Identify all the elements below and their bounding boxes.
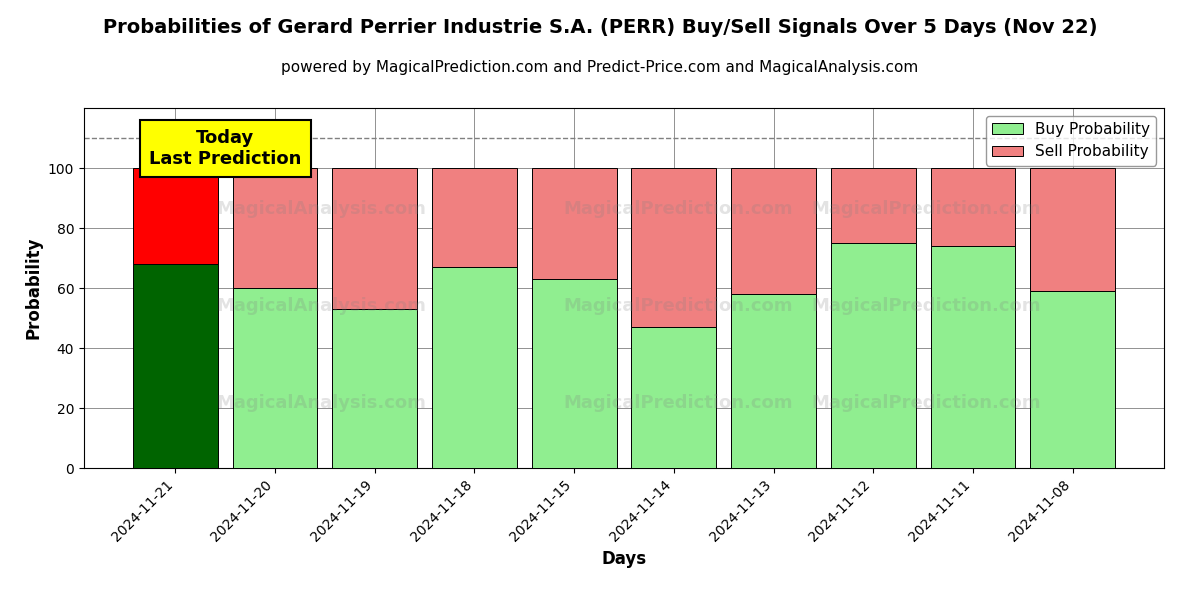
Text: MagicalAnalysis.com: MagicalAnalysis.com — [217, 200, 426, 218]
Text: MagicalPrediction.com: MagicalPrediction.com — [811, 297, 1042, 315]
Bar — [631, 327, 716, 468]
Text: MagicalPrediction.com: MagicalPrediction.com — [811, 394, 1042, 412]
Legend: Buy Probability, Sell Probability: Buy Probability, Sell Probability — [986, 116, 1157, 166]
Text: powered by MagicalPrediction.com and Predict-Price.com and MagicalAnalysis.com: powered by MagicalPrediction.com and Pre… — [281, 60, 919, 75]
Text: MagicalAnalysis.com: MagicalAnalysis.com — [217, 297, 426, 315]
Bar — [930, 168, 1015, 246]
Bar — [233, 288, 318, 468]
Bar — [930, 246, 1015, 468]
Bar — [332, 168, 418, 309]
Text: Probabilities of Gerard Perrier Industrie S.A. (PERR) Buy/Sell Signals Over 5 Da: Probabilities of Gerard Perrier Industri… — [103, 18, 1097, 37]
Text: Today
Last Prediction: Today Last Prediction — [149, 129, 301, 168]
Text: MagicalPrediction.com: MagicalPrediction.com — [563, 297, 793, 315]
Bar — [432, 267, 517, 468]
Bar — [830, 168, 916, 243]
Bar — [432, 168, 517, 267]
Bar — [731, 294, 816, 468]
Bar — [1030, 291, 1115, 468]
Bar — [631, 168, 716, 327]
Text: MagicalPrediction.com: MagicalPrediction.com — [811, 200, 1042, 218]
Text: MagicalAnalysis.com: MagicalAnalysis.com — [217, 394, 426, 412]
Bar — [233, 168, 318, 288]
Y-axis label: Probability: Probability — [24, 237, 42, 339]
Text: MagicalPrediction.com: MagicalPrediction.com — [563, 394, 793, 412]
Text: MagicalPrediction.com: MagicalPrediction.com — [563, 200, 793, 218]
Bar — [532, 279, 617, 468]
Bar — [1030, 168, 1115, 291]
X-axis label: Days: Days — [601, 550, 647, 568]
Bar — [133, 264, 218, 468]
Bar — [731, 168, 816, 294]
Bar — [332, 309, 418, 468]
Bar — [133, 168, 218, 264]
Bar — [830, 243, 916, 468]
Bar — [532, 168, 617, 279]
